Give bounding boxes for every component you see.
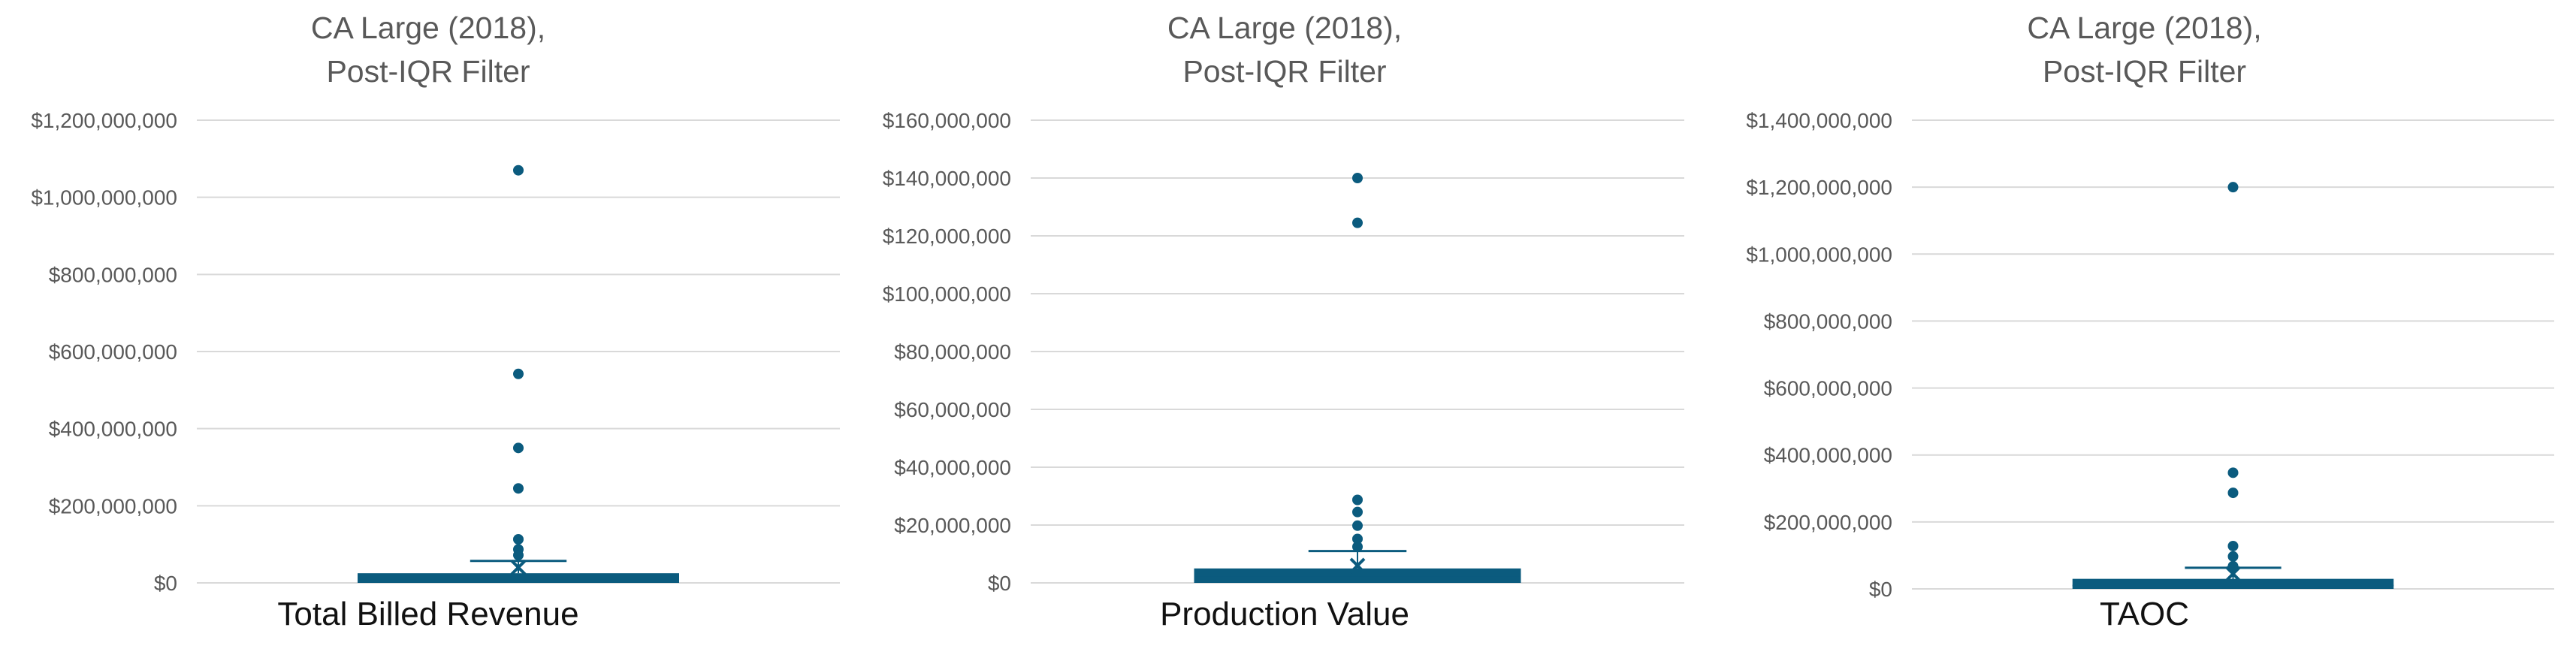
chart-plot: $0 $200,000,000 $400,000,000 $600,000,000 $8… (1746, 109, 2554, 601)
y-tick-label: $0 (154, 572, 177, 595)
chart-title: CA Large (2018), Post-IQR Filter (0, 6, 856, 93)
outlier-point (1352, 217, 1363, 228)
y-tick-label: $800,000,000 (1764, 309, 1892, 333)
chart-title-line-1: CA Large (2018), (310, 11, 546, 45)
chart-panel-total-billed-revenue: CA Large (2018), Post-IQR Filter $0 $200,… (0, 0, 856, 658)
y-tick-label: $40,000,000 (894, 456, 1011, 479)
outlier-point (2227, 467, 2239, 478)
y-tick-label: $400,000,000 (1764, 444, 1892, 467)
y-tick-label: $1,200,000,000 (1746, 176, 1892, 199)
box (358, 573, 679, 583)
y-tick-label: $1,000,000,000 (31, 186, 177, 210)
chart-panel-production-value: CA Large (2018), Post-IQR Filter $0 $20,0… (856, 0, 1713, 658)
chart-title: CA Large (2018), Post-IQR Filter (856, 6, 1713, 93)
mean-marker (2225, 566, 2241, 582)
outlier-point (2227, 487, 2239, 499)
outlier-point (2227, 551, 2239, 562)
outlier-point (1352, 520, 1363, 531)
mean-marker (1349, 557, 1366, 574)
outlier-point (1352, 541, 1363, 552)
y-tick-label: $200,000,000 (49, 494, 177, 518)
y-tick-label: $600,000,000 (1764, 377, 1892, 400)
mean-marker (510, 560, 527, 575)
y-tick-label: $0 (988, 572, 1011, 595)
x-axis-label: TAOC (2100, 596, 2189, 632)
chart-title-line-2: Post-IQR Filter (2042, 54, 2247, 89)
box (1194, 568, 1521, 583)
y-tick-label: $0 (1869, 578, 1892, 601)
y-tick-label: $400,000,000 (49, 418, 177, 441)
y-tick-label: $1,400,000,000 (1746, 109, 1892, 132)
chart-title-line-1: CA Large (2018), (1167, 11, 1403, 45)
y-tick-label: $1,200,000,000 (31, 109, 177, 132)
outlier-point (2227, 540, 2239, 551)
outlier-point (1352, 506, 1363, 518)
y-tick-label: $800,000,000 (49, 263, 177, 286)
y-tick-label: $160,000,000 (883, 109, 1011, 132)
outlier-point (2227, 560, 2239, 572)
chart-plot: $0 $20,000,000 $40,000,000 $60,000,000 $80,0… (883, 109, 1684, 595)
outlier-point (513, 368, 524, 379)
y-tick-label: $120,000,000 (883, 225, 1011, 248)
chart-title: CA Large (2018), Post-IQR Filter (1713, 6, 2576, 93)
y-tick-label: $200,000,000 (1764, 511, 1892, 534)
y-tick-label: $600,000,000 (49, 340, 177, 364)
x-axis-label: Total Billed Revenue (277, 596, 579, 632)
chart-plot: $0 $200,000,000 $400,000,000 $600,000,000 $8… (31, 109, 840, 595)
outlier-point (513, 533, 524, 545)
outlier-point (513, 164, 524, 176)
outlier-point (1352, 494, 1363, 506)
y-tick-label: $1,000,000,000 (1746, 243, 1892, 266)
y-tick-label: $80,000,000 (894, 340, 1011, 364)
box (2072, 578, 2394, 589)
outlier-point (513, 483, 524, 494)
chart-title-line-2: Post-IQR Filter (326, 54, 530, 89)
y-tick-label: $140,000,000 (883, 167, 1011, 190)
chart-panel-taoc: CA Large (2018), Post-IQR Filter $0 $200,… (1713, 0, 2576, 658)
outlier-point (1352, 533, 1363, 545)
outlier-point (513, 550, 524, 561)
y-tick-label: $100,000,000 (883, 282, 1011, 306)
outlier-point (1352, 173, 1363, 183)
outlier-point (513, 442, 524, 454)
outlier-point (2227, 182, 2239, 193)
x-axis-label: Production Value (1160, 596, 1409, 632)
y-tick-label: $20,000,000 (894, 514, 1011, 537)
chart-title-line-1: CA Large (2018), (2027, 11, 2262, 45)
y-tick-label: $60,000,000 (894, 398, 1011, 421)
chart-title-line-2: Post-IQR Filter (1182, 54, 1387, 89)
